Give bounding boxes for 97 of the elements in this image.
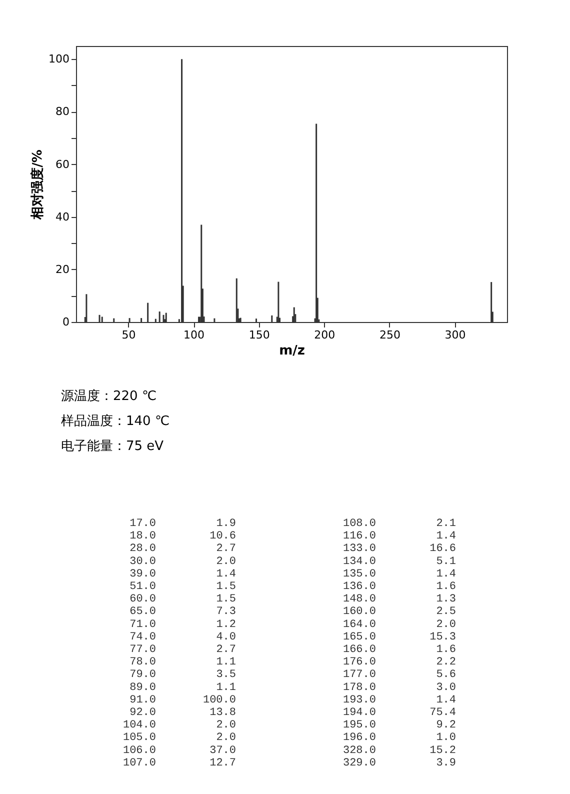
text: 108.0 — [342, 518, 376, 530]
text: 1.6 — [436, 644, 456, 656]
text: 105.0 — [122, 732, 156, 744]
text: 2.0 — [216, 732, 236, 744]
x-tick-label: 200 — [314, 328, 336, 342]
text: 176.0 — [342, 656, 376, 669]
text: 100.0 — [202, 694, 236, 706]
text: 17.0 — [130, 518, 156, 530]
y-tick-label: 0 — [62, 316, 70, 328]
text: 2.1 — [436, 518, 456, 530]
text: 1.0 — [436, 732, 456, 744]
text: 160.0 — [342, 606, 376, 618]
text: 3.9 — [436, 757, 456, 770]
text: 193.0 — [342, 694, 376, 706]
text: 329.0 — [342, 757, 376, 770]
text: 164.0 — [342, 618, 376, 631]
text: 2.0 — [216, 720, 236, 732]
text: 10.6 — [210, 530, 236, 543]
text: 电子能量：75 eV — [61, 439, 164, 454]
x-tick-label: 300 — [444, 328, 466, 342]
text: 136.0 — [342, 581, 376, 593]
text: 37.0 — [210, 744, 236, 757]
text: 60.0 — [130, 594, 156, 606]
text: 1.3 — [436, 594, 456, 606]
text: 4.0 — [216, 631, 236, 644]
text: 1.2 — [216, 618, 236, 631]
y-tick-label: 20 — [56, 262, 70, 276]
x-tick-label: 100 — [184, 328, 205, 342]
text: 3.0 — [436, 682, 456, 694]
text: 133.0 — [342, 543, 376, 556]
y-tick-label: 80 — [56, 105, 70, 118]
text: 51.0 — [130, 581, 156, 593]
text: 148.0 — [342, 594, 376, 606]
text: 106.0 — [122, 744, 156, 757]
text: 71.0 — [130, 618, 156, 631]
text: 79.0 — [130, 669, 156, 682]
text: 15.3 — [430, 631, 456, 644]
text: 30.0 — [130, 556, 156, 568]
text: 28.0 — [130, 543, 156, 556]
x-tick-label: 50 — [122, 328, 136, 342]
text: 135.0 — [342, 568, 376, 580]
text: 77.0 — [130, 644, 156, 656]
text: 16.6 — [430, 543, 456, 556]
text: 2.5 — [436, 606, 456, 618]
text: 75.4 — [430, 707, 456, 719]
text: 1.6 — [436, 581, 456, 593]
text: 92.0 — [130, 707, 156, 719]
text: 165.0 — [342, 631, 376, 644]
text: 15.2 — [430, 744, 456, 757]
text: 91.0 — [130, 694, 156, 706]
text: 1.5 — [216, 594, 236, 606]
text: 194.0 — [342, 707, 376, 719]
text: 1.5 — [216, 581, 236, 593]
y-tick-label: 100 — [48, 52, 70, 66]
text: 2.7 — [216, 644, 236, 656]
text: 2.0 — [216, 556, 236, 568]
text: 74.0 — [130, 631, 156, 644]
text: 1.1 — [216, 682, 236, 694]
x-axis-title: m/z — [279, 344, 305, 358]
text: 328.0 — [342, 744, 376, 757]
y-tick-label: 60 — [56, 158, 70, 171]
text: 18.0 — [130, 530, 156, 543]
text: 2.7 — [216, 543, 236, 556]
text: 178.0 — [342, 682, 376, 694]
text: 13.8 — [210, 707, 236, 719]
text: 1.1 — [216, 656, 236, 669]
text: 1.9 — [216, 518, 236, 530]
text: 5.6 — [436, 669, 456, 682]
text: 39.0 — [130, 568, 156, 580]
text: 65.0 — [130, 606, 156, 618]
text: 7.3 — [216, 606, 236, 618]
text: 9.2 — [436, 720, 456, 732]
x-tick-label: 250 — [379, 328, 400, 342]
y-tick-label: 40 — [56, 210, 70, 224]
text: 源温度：220 ℃ — [61, 388, 157, 404]
text: 116.0 — [342, 530, 376, 543]
text: 2.2 — [436, 656, 456, 669]
text: 107.0 — [122, 757, 156, 770]
text: 104.0 — [122, 720, 156, 732]
text: 1.4 — [216, 568, 236, 580]
text: 1.4 — [436, 530, 456, 543]
text: 5.1 — [436, 556, 456, 568]
text: 2.0 — [436, 618, 456, 631]
text: 78.0 — [130, 656, 156, 669]
text: 195.0 — [342, 720, 376, 732]
text: 134.0 — [342, 556, 376, 568]
text: 177.0 — [342, 669, 376, 682]
text: 196.0 — [342, 732, 376, 744]
x-tick-label: 150 — [248, 328, 270, 342]
text: 89.0 — [130, 682, 156, 694]
text: 12.7 — [210, 757, 236, 770]
text: 样品温度：140 ℃ — [61, 413, 170, 429]
y-axis-title: 相对强度/% — [30, 150, 46, 220]
text: 3.5 — [216, 669, 236, 682]
text: 1.4 — [436, 568, 456, 580]
text: 1.4 — [436, 694, 456, 706]
text: 166.0 — [342, 644, 376, 656]
